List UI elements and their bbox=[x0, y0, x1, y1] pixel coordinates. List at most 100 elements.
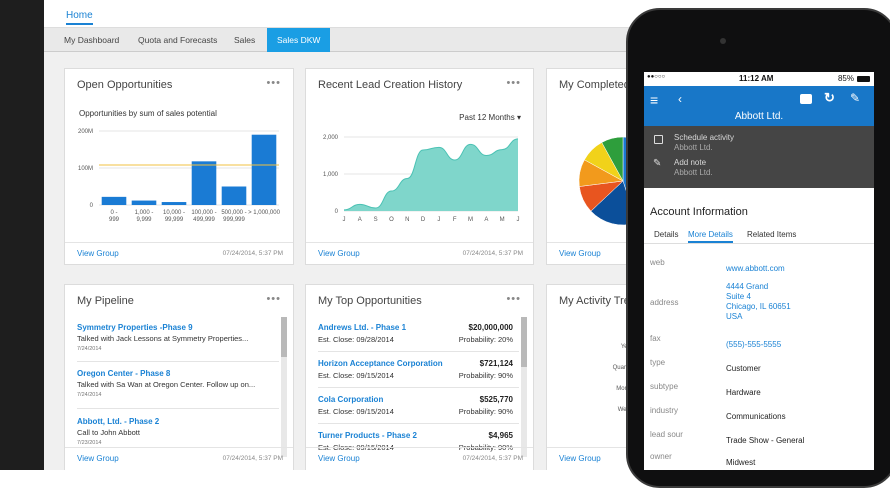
tab-details[interactable]: Details bbox=[654, 230, 679, 239]
view-group-link[interactable]: View Group bbox=[318, 249, 360, 258]
opportunities-bar-chart: 0 100M 200M 0 -999 1,000 -9,999 10,000 -99,99… bbox=[78, 129, 281, 223]
signal-indicator: ●●○○○ bbox=[647, 74, 666, 80]
tab-quota-and-forecasts[interactable]: Quota and Forecasts bbox=[138, 35, 218, 45]
more-menu-icon[interactable]: ••• bbox=[266, 293, 281, 305]
card-title: My Completed bbox=[559, 79, 630, 91]
status-bar: ●●○○○ 11:12 AM 85% bbox=[644, 72, 874, 86]
y-tick-label: 100M bbox=[78, 166, 93, 172]
address-line[interactable]: 4444 Grand bbox=[726, 282, 769, 291]
card-title: My Activity Tre bbox=[559, 295, 630, 307]
field-value: Trade Show - General bbox=[726, 436, 805, 445]
view-group-link[interactable]: View Group bbox=[318, 454, 360, 463]
estimated-close: Est. Close: 09/28/2014 bbox=[318, 335, 394, 344]
estimated-close: Est. Close: 09/15/2014 bbox=[318, 371, 394, 380]
activity-title[interactable]: Abbott, Ltd. - Phase 2 bbox=[77, 417, 160, 426]
divider bbox=[318, 351, 519, 352]
more-menu-icon[interactable]: ••• bbox=[506, 77, 521, 89]
battery-percent: 85% bbox=[837, 74, 854, 83]
field-label: subtype bbox=[650, 382, 679, 391]
probability: Probability: 20% bbox=[458, 335, 513, 344]
period-dropdown[interactable]: Past 12 Months ▾ bbox=[459, 113, 521, 122]
card-footer: View Group 07/24/2014, 5:37 PM bbox=[65, 447, 293, 469]
schedule-activity-label[interactable]: Schedule activity bbox=[674, 133, 735, 142]
view-group-link[interactable]: View Group bbox=[77, 249, 119, 258]
refresh-icon[interactable]: ↻ bbox=[824, 90, 835, 105]
card-footer: View Group 07/24/2014, 5:37 PM bbox=[306, 242, 533, 264]
view-group-link[interactable]: View Group bbox=[559, 249, 601, 258]
list-item[interactable]: Symmetry Properties -Phase 9 Talked with… bbox=[77, 323, 273, 352]
scrollbar[interactable] bbox=[281, 317, 287, 457]
tab-sales-dkw[interactable]: Sales DKW bbox=[267, 28, 331, 52]
calendar-icon[interactable] bbox=[654, 135, 663, 144]
x-tick-label: O bbox=[389, 217, 394, 223]
tab-sales[interactable]: Sales bbox=[234, 35, 256, 45]
x-tick-label: J bbox=[343, 217, 346, 223]
list-item[interactable]: Abbott, Ltd. - Phase 2 Call to John Abbo… bbox=[77, 417, 273, 446]
opportunity-amount: $4,965 bbox=[488, 431, 513, 440]
more-menu-icon[interactable]: ••• bbox=[266, 77, 281, 89]
completed-pie-chart bbox=[578, 136, 641, 226]
updated-date: 07/24/2014, 5:37 PM bbox=[222, 250, 283, 257]
x-tick-label: 10,000 - bbox=[163, 210, 185, 216]
pie-slice bbox=[601, 136, 624, 182]
x-tick-label: A bbox=[358, 217, 362, 223]
field-label: web bbox=[650, 258, 665, 267]
fax-link[interactable]: (555)-555-5555 bbox=[726, 340, 782, 349]
list-item[interactable]: Cola Corporation $525,770 Est. Close: 09… bbox=[318, 395, 513, 416]
view-group-link[interactable]: View Group bbox=[559, 454, 601, 463]
address-line[interactable]: USA bbox=[726, 312, 743, 321]
tab-my-dashboard[interactable]: My Dashboard bbox=[64, 35, 120, 45]
area-fill bbox=[344, 138, 518, 211]
x-tick-label: 0 - bbox=[110, 210, 117, 216]
address-line[interactable]: Chicago, IL 60651 bbox=[726, 302, 791, 311]
activity-date: 7/23/2014 bbox=[77, 440, 102, 446]
tab-related-items[interactable]: Related Items bbox=[747, 230, 797, 239]
activity-title[interactable]: Oregon Center - Phase 8 bbox=[77, 369, 171, 378]
address-line[interactable]: Suite 4 bbox=[726, 292, 751, 301]
hamburger-menu-icon[interactable]: ≡ bbox=[650, 92, 659, 108]
card-title: My Pipeline bbox=[77, 295, 134, 307]
opportunity-amount: $20,000,000 bbox=[468, 323, 514, 332]
opportunity-name[interactable]: Cola Corporation bbox=[318, 395, 384, 404]
edit-pencil-icon[interactable]: ✎ bbox=[850, 91, 861, 105]
field-value: Midwest bbox=[726, 458, 756, 467]
card-title: My Top Opportunities bbox=[318, 295, 422, 307]
bar bbox=[101, 196, 127, 205]
record-title: Abbott Ltd. bbox=[734, 111, 784, 122]
home-tab[interactable]: Home bbox=[66, 10, 93, 25]
x-tick-label: 1,000 - bbox=[135, 210, 154, 216]
scrollbar[interactable] bbox=[521, 317, 527, 457]
y-tick-label: 200M bbox=[78, 129, 93, 135]
action-subtitle: Abbott Ltd. bbox=[674, 143, 713, 152]
scrollbar-thumb[interactable] bbox=[281, 317, 287, 357]
website-link[interactable]: www.abbott.com bbox=[726, 264, 785, 273]
x-tick-label: S bbox=[374, 217, 378, 223]
probability: Probability: 90% bbox=[458, 371, 513, 380]
opportunity-name[interactable]: Turner Products - Phase 2 bbox=[318, 431, 417, 440]
x-tick-label: 100,000 - bbox=[191, 210, 216, 216]
note-icon[interactable]: ✎ bbox=[653, 158, 662, 169]
opportunity-name[interactable]: Andrews Ltd. - Phase 1 bbox=[318, 323, 407, 332]
open-opportunities-card: Open Opportunities ••• Opportunities by … bbox=[64, 68, 294, 265]
field-value: Communications bbox=[726, 412, 786, 421]
list-item[interactable]: Andrews Ltd. - Phase 1 $20,000,000 Est. … bbox=[318, 323, 513, 344]
briefcase-icon[interactable] bbox=[800, 94, 812, 104]
scrollbar-thumb[interactable] bbox=[521, 317, 527, 367]
list-item[interactable]: Oregon Center - Phase 8 Talked with Sa W… bbox=[77, 369, 273, 398]
add-note-label[interactable]: Add note bbox=[674, 158, 707, 167]
more-menu-icon[interactable]: ••• bbox=[506, 293, 521, 305]
field-label: owner bbox=[650, 452, 672, 461]
field-label: type bbox=[650, 358, 666, 367]
x-tick-label: D bbox=[421, 217, 426, 223]
list-item[interactable]: Horizon Acceptance Corporation $721,124 … bbox=[318, 359, 513, 380]
y-tick-label: 0 bbox=[90, 203, 94, 209]
activity-summary: Call to John Abbott bbox=[77, 428, 140, 437]
back-chevron-icon[interactable]: ‹ bbox=[678, 92, 682, 106]
detail-subtabs: Details More Details Related Items bbox=[644, 228, 874, 244]
opportunity-amount: $721,124 bbox=[479, 359, 513, 368]
activity-title[interactable]: Symmetry Properties -Phase 9 bbox=[77, 323, 193, 332]
view-group-link[interactable]: View Group bbox=[77, 454, 119, 463]
battery-icon bbox=[857, 76, 870, 82]
opportunity-name[interactable]: Horizon Acceptance Corporation bbox=[318, 359, 443, 368]
tab-more-details[interactable]: More Details bbox=[688, 230, 733, 243]
